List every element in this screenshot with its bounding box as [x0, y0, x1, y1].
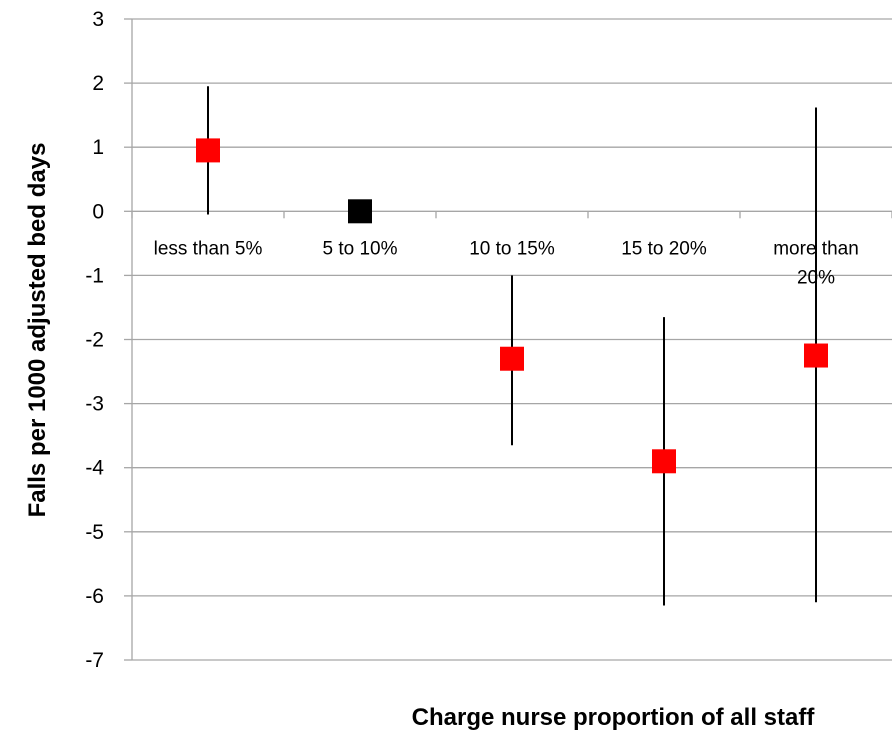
y-tick-label: 2 — [92, 72, 104, 95]
data-point-marker — [196, 138, 220, 163]
data-point-marker — [652, 449, 676, 474]
x-tick-label: 10 to 15% — [469, 238, 555, 259]
x-tick-label: 15 to 20% — [621, 238, 707, 259]
y-tick-label: 0 — [92, 200, 104, 223]
data-point-marker — [348, 199, 372, 224]
y-axis-title: Falls per 1000 adjusted bed days — [24, 143, 51, 518]
x-tick-label: less than 5% — [154, 238, 263, 259]
y-tick-label: -1 — [85, 264, 104, 287]
y-tick-label: -5 — [85, 521, 104, 544]
y-tick-label: 1 — [92, 136, 104, 159]
x-tick-label: 5 to 10% — [323, 238, 398, 259]
y-tick-label: -3 — [85, 393, 104, 416]
x-axis-title: Charge nurse proportion of all staff — [412, 704, 816, 731]
error-bars — [207, 86, 817, 606]
y-tick-label: -4 — [85, 457, 104, 480]
y-tick-label: -2 — [85, 329, 104, 352]
y-tick-labels: 3 2 1 0 -1 -2 -3 -4 -5 -6 -7 — [85, 8, 104, 672]
data-point-marker — [804, 343, 828, 368]
data-point-marker — [500, 346, 524, 371]
y-tick-label: 3 — [92, 8, 104, 31]
y-tick-label: -7 — [85, 649, 104, 672]
y-tick-label: -6 — [85, 585, 104, 608]
data-points — [196, 138, 828, 474]
axes — [124, 18, 892, 661]
x-tick-labels: less than 5% 5 to 10% 10 to 15% 15 to 20% mo… — [154, 238, 859, 288]
